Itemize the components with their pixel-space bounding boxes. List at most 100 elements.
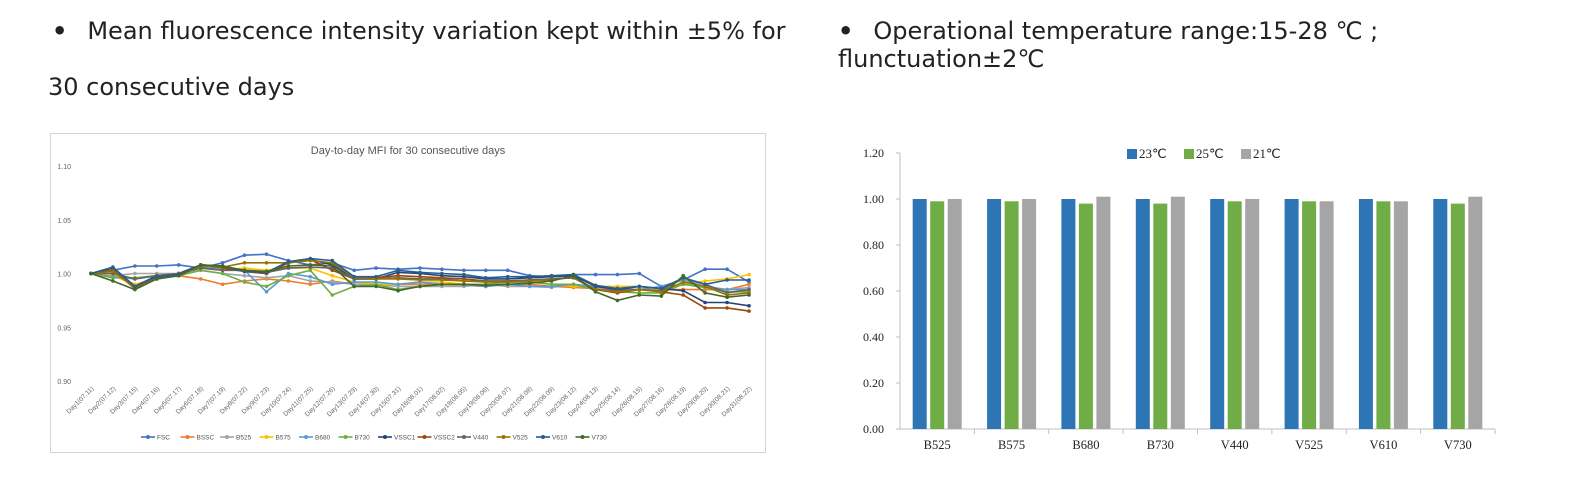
bar (912, 199, 927, 429)
data-point (286, 264, 291, 268)
data-point (462, 272, 466, 277)
data-point (637, 287, 642, 292)
data-point (703, 282, 707, 287)
bar (1210, 199, 1225, 429)
data-point (703, 267, 707, 271)
data-point (308, 268, 313, 273)
y-tick-label: 1.00 (57, 272, 71, 279)
data-point (242, 268, 247, 273)
legend-label: VSSC2 (434, 435, 456, 442)
data-point (133, 271, 137, 276)
data-point (725, 267, 729, 271)
data-point (220, 264, 225, 268)
data-point (593, 290, 598, 294)
x-tick-label: B730 (1147, 438, 1174, 452)
bar (1358, 199, 1373, 429)
data-point (571, 282, 576, 287)
bar (1135, 199, 1150, 429)
bar (1078, 203, 1093, 429)
bar (1170, 196, 1185, 429)
data-point (155, 264, 159, 268)
data-point (111, 269, 115, 274)
temperature-bar-chart-panel: 0.00 0.20 0.40 0.60 0.80 1.00 1.20 B525 B575 B680… (845, 132, 1525, 462)
bar (1450, 203, 1465, 429)
data-point (725, 278, 729, 282)
y-tick-label: 1.20 (863, 146, 884, 160)
data-point (462, 282, 466, 287)
data-point (286, 279, 291, 283)
y-tick-label: 0.40 (863, 330, 884, 344)
x-tick-label: B525 (924, 438, 951, 452)
bullet-text: Operational temperature range:15-28 ℃ ; … (838, 17, 1379, 73)
legend-swatch (1241, 149, 1251, 159)
data-point (615, 298, 620, 303)
data-point (725, 295, 729, 299)
data-point (418, 266, 422, 270)
bullet-text: Mean fluorescence intensity variation ke… (87, 17, 786, 45)
data-point (308, 282, 313, 287)
y-tick-label: 0.60 (863, 284, 884, 298)
legend-label: B680 (315, 435, 331, 442)
data-point (374, 266, 378, 270)
x-tick-label: V730 (1444, 438, 1472, 452)
data-point (111, 276, 115, 280)
data-point (659, 294, 664, 298)
data-point (637, 271, 642, 276)
data-point (330, 293, 335, 297)
data-point (418, 278, 422, 282)
data-point (308, 256, 313, 261)
legend-swatch (1184, 149, 1194, 159)
data-point (396, 288, 400, 293)
bar (930, 201, 945, 429)
data-point (703, 291, 707, 295)
x-tick-label: V525 (1295, 438, 1323, 452)
legend-label: 21℃ (1253, 146, 1281, 161)
data-point (571, 273, 576, 278)
data-point (286, 259, 291, 264)
data-point (264, 269, 269, 274)
legend-label: FSC (157, 435, 170, 442)
data-point (264, 276, 269, 280)
data-point (176, 263, 181, 267)
bullet-dot: • (838, 17, 854, 45)
y-tick-label: 0.95 (57, 325, 71, 332)
bullet-temperature: • Operational temperature range:15-28 ℃ ;… (838, 17, 1587, 73)
data-point (747, 293, 751, 297)
data-point (396, 277, 400, 281)
bar (947, 199, 962, 429)
data-point (264, 252, 269, 256)
bar (1468, 196, 1483, 429)
data-point (549, 279, 554, 283)
data-point (374, 284, 378, 289)
data-point (747, 272, 751, 277)
bar (1433, 199, 1448, 429)
bar (1245, 199, 1260, 429)
data-point (681, 293, 685, 297)
data-point (681, 280, 685, 284)
data-point (220, 271, 225, 276)
x-tick-label: B680 (1072, 438, 1099, 452)
data-point (484, 280, 488, 284)
data-point (637, 284, 642, 289)
legend-label: BSSC (197, 435, 215, 442)
data-point (352, 280, 357, 284)
data-point (308, 263, 313, 267)
data-point (527, 284, 532, 289)
data-point (725, 300, 729, 305)
bullet-mfi: • Mean fluorescence intensity variation k… (52, 17, 786, 46)
data-point (264, 290, 269, 294)
data-point (747, 278, 751, 282)
data-point (440, 267, 444, 271)
data-point (198, 277, 203, 281)
data-point (703, 279, 707, 283)
y-tick-label: 0.00 (863, 422, 884, 436)
data-point (396, 282, 400, 287)
data-point (352, 284, 357, 289)
data-point (396, 268, 400, 273)
data-point (615, 286, 620, 291)
data-point (549, 282, 554, 287)
data-point (462, 279, 466, 283)
data-point (198, 263, 203, 267)
data-point (703, 306, 707, 310)
legend-label: B575 (276, 435, 292, 442)
